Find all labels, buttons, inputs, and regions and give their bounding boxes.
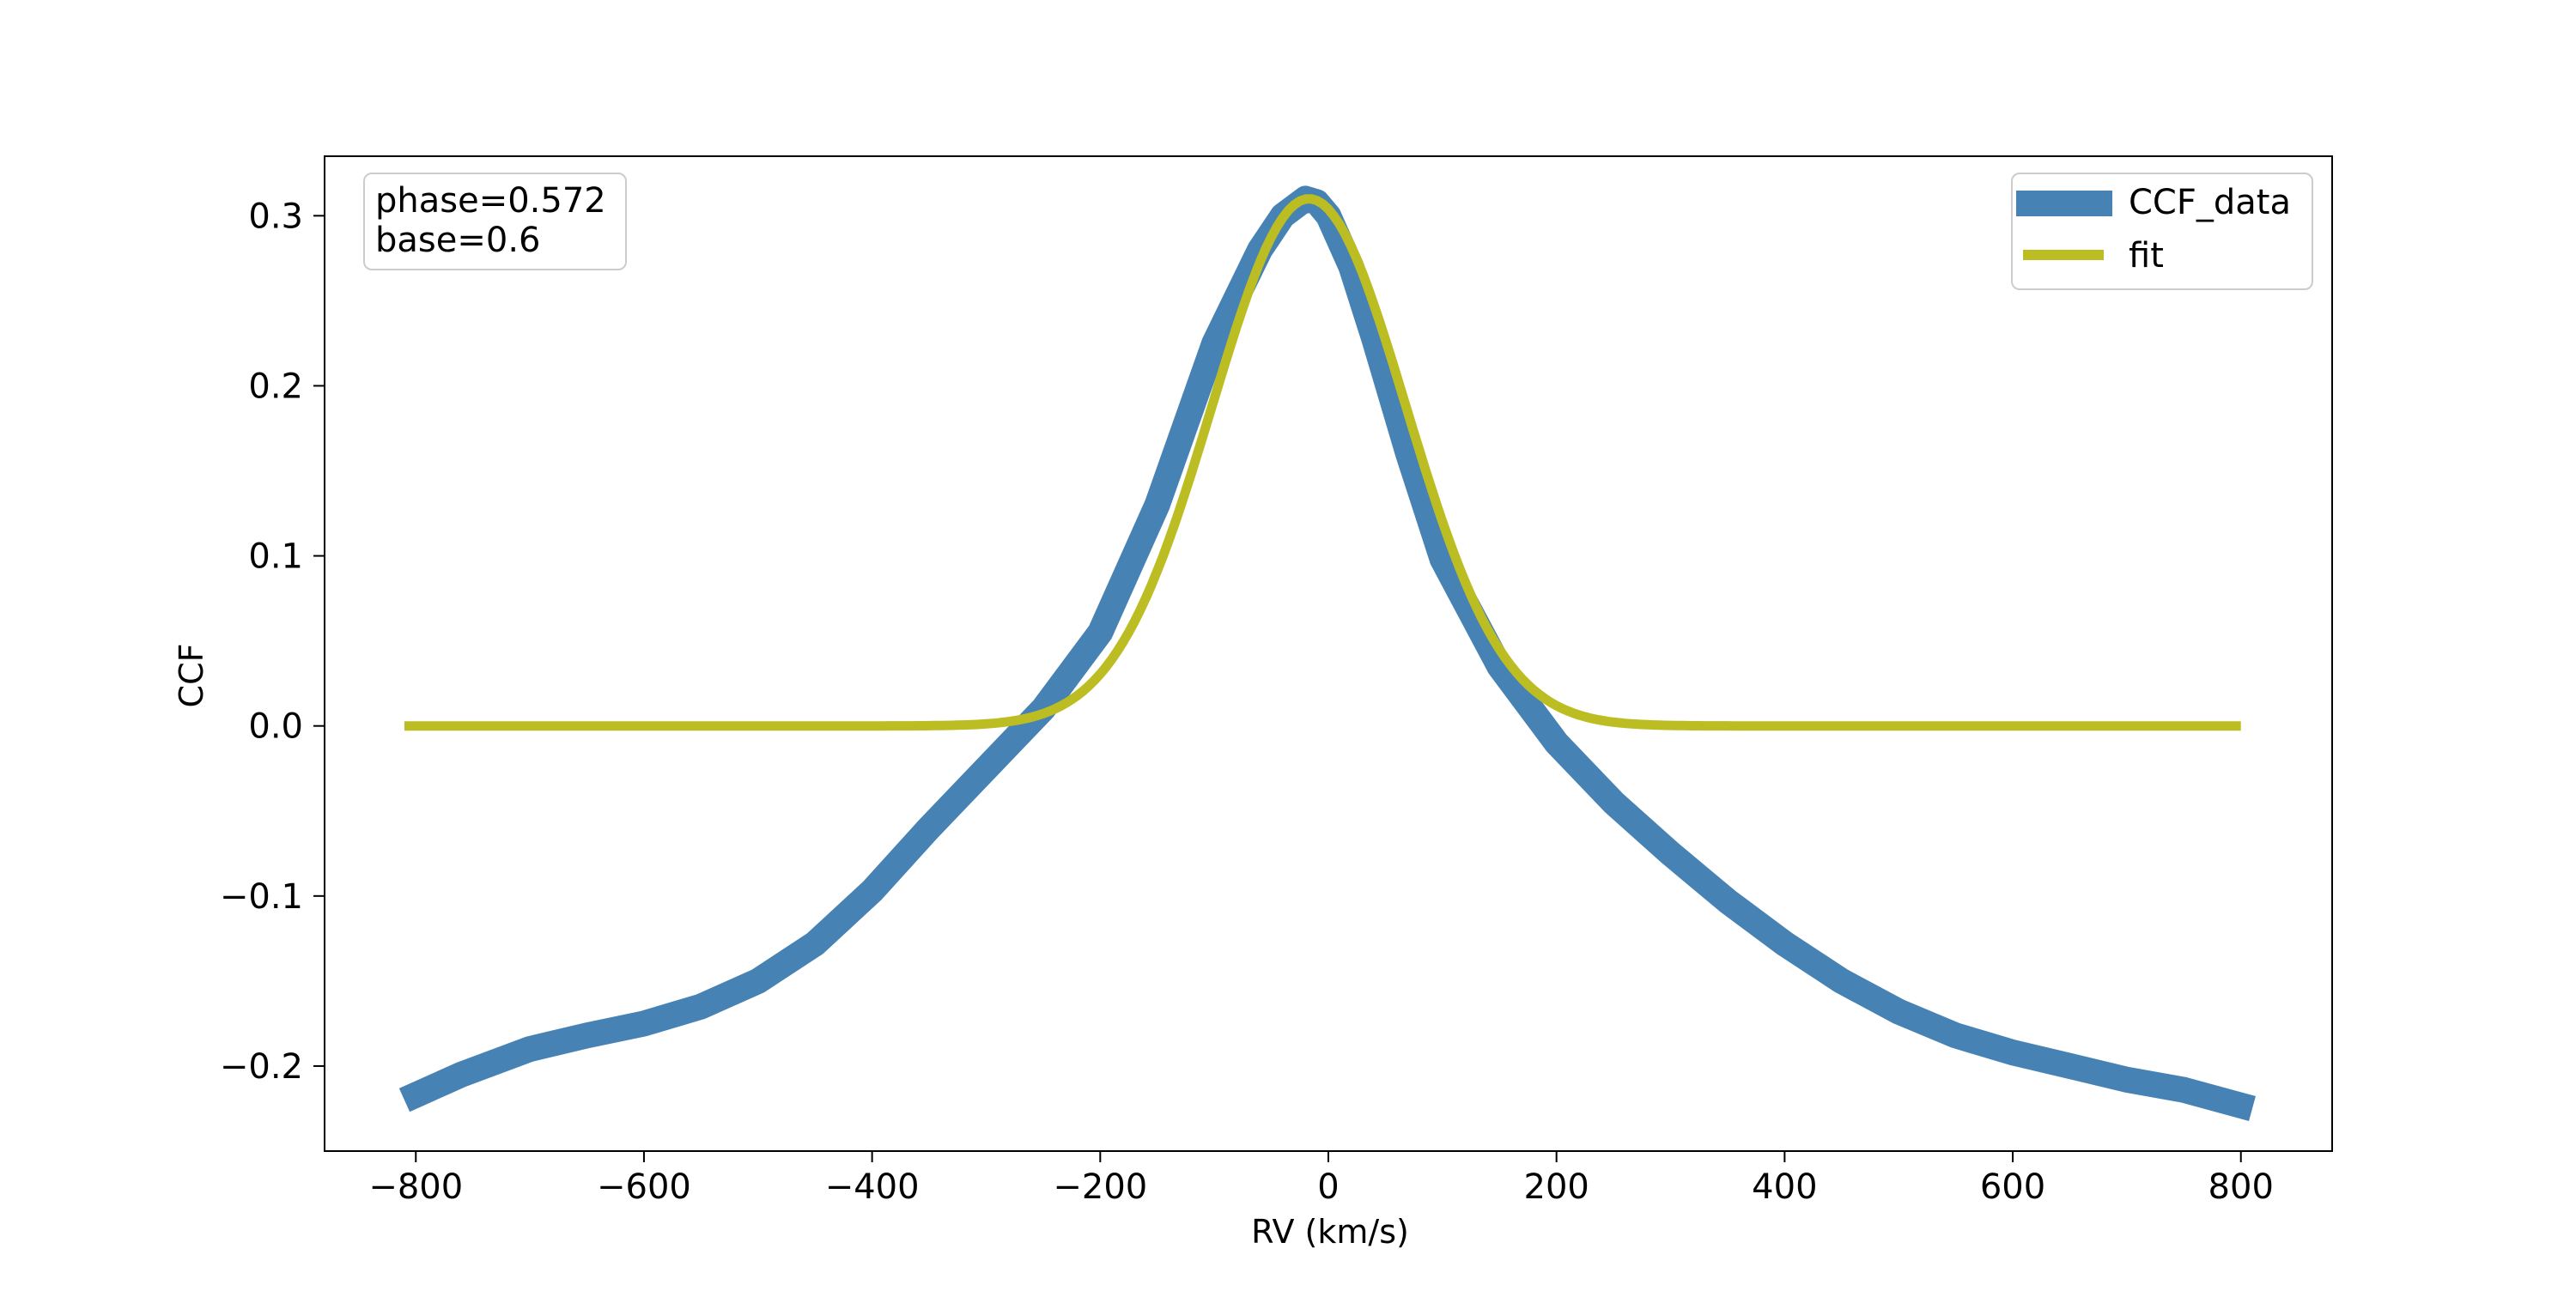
y-tick-label: 0.0 — [248, 707, 303, 747]
y-axis-label: CCF — [173, 644, 210, 708]
x-tick-label: 200 — [1524, 1167, 1589, 1207]
x-tick-label: −400 — [825, 1167, 920, 1207]
legend-label-fit: fit — [2129, 236, 2164, 276]
annotation-phase: phase=0.572 — [375, 181, 606, 221]
annotation-box: phase=0.572 base=0.6 — [363, 173, 627, 270]
annotation-base: base=0.6 — [375, 221, 540, 260]
annotation-frame — [363, 173, 627, 270]
series-fit-line — [404, 194, 2241, 731]
x-tick-label: −800 — [368, 1167, 463, 1207]
x-axis: −800 −600 −400 −200 0 200 400 600 800 — [368, 1151, 2274, 1207]
x-tick-label: −600 — [597, 1167, 691, 1207]
x-tick-label: 0 — [1317, 1167, 1339, 1207]
x-tick-label: −200 — [1053, 1167, 1147, 1207]
legend-swatch-ccf-data — [2016, 191, 2112, 216]
legend-label-ccf-data: CCF_data — [2129, 183, 2291, 222]
x-tick-label: 800 — [2208, 1167, 2274, 1207]
plot-area — [398, 185, 2256, 1121]
y-tick-label: 0.3 — [248, 197, 303, 236]
y-axis: −0.2 −0.1 0.0 0.1 0.2 0.3 — [220, 197, 325, 1087]
y-tick-label: −0.2 — [220, 1047, 303, 1087]
y-tick-label: 0.2 — [248, 367, 303, 406]
legend: CCF_data fit — [2011, 173, 2313, 290]
x-tick-label: 400 — [1752, 1167, 1817, 1207]
x-tick-label: 600 — [1980, 1167, 2045, 1207]
x-axis-label: RV (km/s) — [1251, 1213, 1409, 1251]
y-tick-label: −0.1 — [220, 877, 303, 917]
y-tick-label: 0.1 — [248, 537, 303, 577]
